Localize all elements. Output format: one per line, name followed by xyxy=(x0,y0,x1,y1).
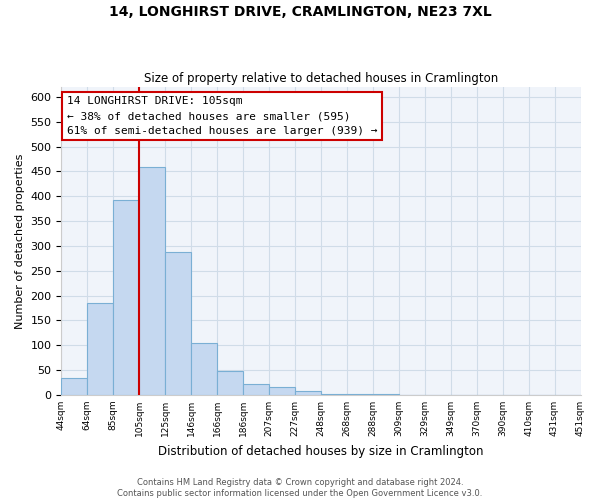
X-axis label: Distribution of detached houses by size in Cramlington: Distribution of detached houses by size … xyxy=(158,444,484,458)
Text: Contains HM Land Registry data © Crown copyright and database right 2024.
Contai: Contains HM Land Registry data © Crown c… xyxy=(118,478,482,498)
Bar xyxy=(191,343,217,395)
Y-axis label: Number of detached properties: Number of detached properties xyxy=(15,154,25,328)
Bar xyxy=(295,391,321,395)
Bar xyxy=(139,166,165,395)
Bar xyxy=(217,371,243,395)
Text: 14, LONGHIRST DRIVE, CRAMLINGTON, NE23 7XL: 14, LONGHIRST DRIVE, CRAMLINGTON, NE23 7… xyxy=(109,5,491,19)
Text: 14 LONGHIRST DRIVE: 105sqm
← 38% of detached houses are smaller (595)
61% of sem: 14 LONGHIRST DRIVE: 105sqm ← 38% of deta… xyxy=(67,96,377,136)
Bar xyxy=(269,387,295,395)
Bar xyxy=(321,394,347,395)
Bar xyxy=(61,378,88,395)
Bar xyxy=(243,384,269,395)
Bar xyxy=(113,200,139,395)
Bar xyxy=(88,303,113,395)
Bar xyxy=(165,252,191,395)
Title: Size of property relative to detached houses in Cramlington: Size of property relative to detached ho… xyxy=(144,72,498,85)
